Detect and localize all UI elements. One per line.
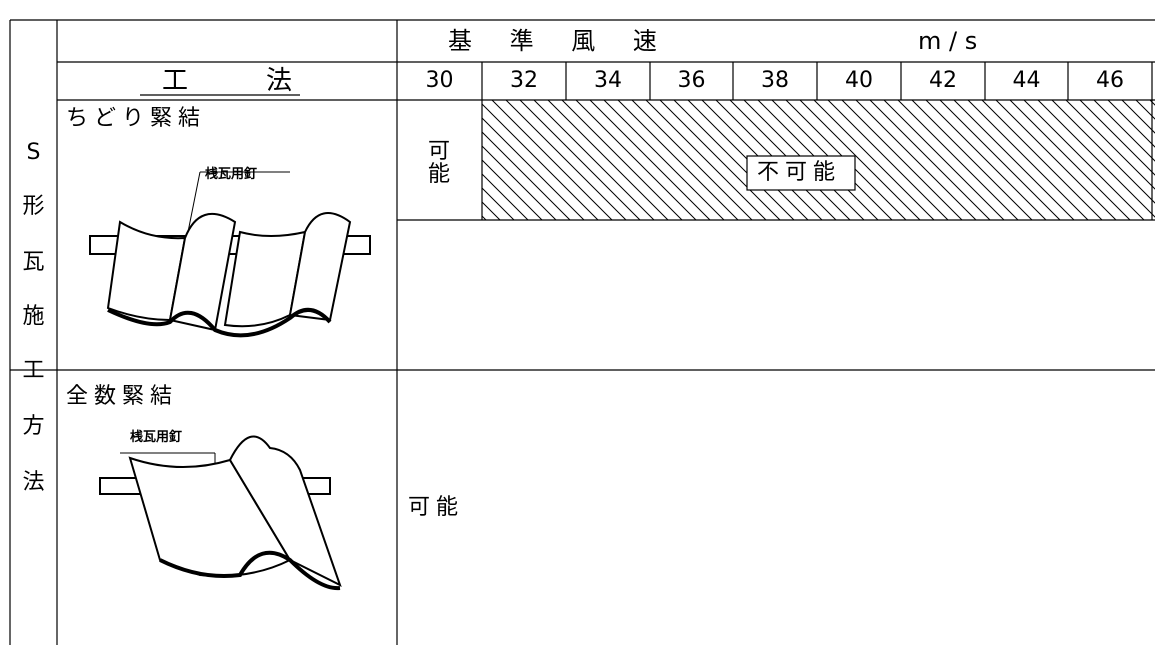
speed-header: 34 — [594, 68, 622, 93]
possible-label: 可能 — [408, 495, 465, 520]
side-char: S — [26, 140, 41, 165]
nail-label: 桟瓦用釘 — [205, 167, 258, 182]
side-char: 形 — [22, 194, 45, 219]
nail-label: 桟瓦用釘 — [130, 430, 183, 445]
side-char: 瓦 — [22, 250, 45, 275]
unit: m / s — [918, 27, 978, 55]
side-char: 施 — [22, 304, 45, 329]
speed-header: 44 — [1012, 68, 1041, 93]
method-name: 全数緊結 — [66, 384, 179, 409]
impossible-label: 不可能 — [757, 160, 842, 185]
possible-label: 可能 — [427, 139, 450, 188]
side-char: 工 — [22, 358, 45, 383]
side-char: 法 — [22, 470, 45, 495]
grid-lines — [9, 19, 1155, 645]
speed-title: 基 準 風 速 — [448, 27, 657, 55]
method-header: 工 法 — [161, 66, 292, 96]
speed-header: 38 — [761, 68, 789, 93]
method-name: ちどり緊結 — [66, 106, 207, 131]
speed-header: 36 — [677, 68, 706, 93]
tile-illustration — [89, 171, 371, 338]
speed-header: 42 — [929, 68, 957, 93]
side-char: 方 — [22, 414, 45, 439]
tile-illustration — [99, 435, 342, 591]
speed-header: 32 — [510, 68, 538, 93]
label-box — [746, 155, 856, 191]
speed-header: 30 — [425, 68, 454, 93]
speed-header: 40 — [845, 68, 873, 93]
speed-header: 46 — [1096, 68, 1124, 93]
